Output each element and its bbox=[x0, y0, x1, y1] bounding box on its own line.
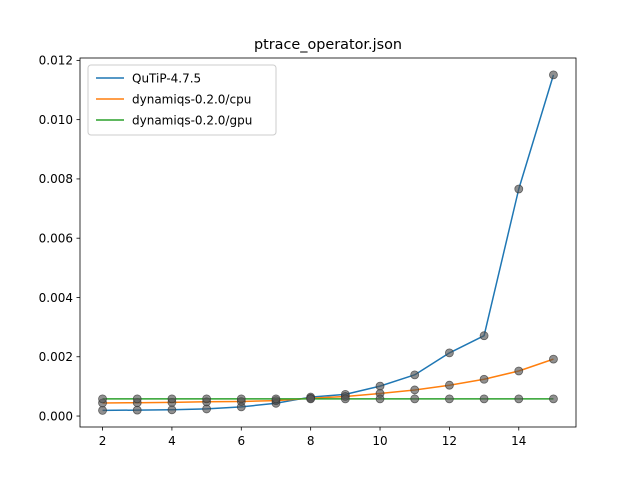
series-0-point-0 bbox=[98, 405, 107, 415]
axes-layer: 2 4 6 8 10 12 14 0.000 0.002 0.004 0.006 0.008 0.010… bbox=[39, 54, 577, 448]
series-line-1 bbox=[102, 358, 554, 404]
y-tick-label-0: 0.000 bbox=[39, 409, 73, 423]
series-2-point-13 bbox=[549, 394, 558, 404]
series-line-0 bbox=[102, 74, 555, 412]
series-0-point-2 bbox=[167, 405, 177, 415]
series-1-point-10 bbox=[444, 380, 454, 390]
series-2-point-8 bbox=[375, 394, 385, 404]
series-0-point-8 bbox=[375, 381, 385, 391]
series-1-point-12 bbox=[514, 366, 524, 376]
series-2-point-0 bbox=[98, 394, 107, 404]
series-2-point-10 bbox=[444, 394, 454, 404]
x-tick-label-1: 4 bbox=[168, 434, 176, 448]
y-tick-label-3: 0.006 bbox=[39, 232, 73, 246]
series-2-point-4 bbox=[236, 394, 246, 404]
series-0-point-13 bbox=[549, 70, 558, 80]
series-0-point-9 bbox=[410, 370, 420, 380]
series-2-point-2 bbox=[167, 394, 177, 404]
y-tick-label-4: 0.008 bbox=[39, 172, 73, 186]
series-2-point-6 bbox=[306, 394, 316, 404]
series-layer bbox=[102, 74, 555, 412]
y-tick-label-1: 0.002 bbox=[39, 350, 73, 364]
legend-label-1: dynamiqs-0.2.0/cpu bbox=[132, 92, 251, 106]
x-tick-label-0: 2 bbox=[99, 434, 107, 448]
legend-label-0: QuTiP-4.7.5 bbox=[132, 71, 201, 85]
legend: QuTiP-4.7.5 dynamiqs-0.2.0/cpu dynamiqs-0.… bbox=[87, 64, 277, 136]
series-0-point-1 bbox=[132, 405, 142, 415]
legend-box bbox=[87, 64, 277, 136]
series-0-point-10 bbox=[444, 348, 454, 358]
y-tick-label-6: 0.012 bbox=[39, 54, 73, 68]
series-2-point-12 bbox=[514, 394, 524, 404]
series-1-point-9 bbox=[410, 385, 420, 395]
x-tick-label-4: 10 bbox=[372, 434, 387, 448]
series-2-point-5 bbox=[271, 394, 281, 404]
series-2-point-3 bbox=[202, 394, 212, 404]
x-tick-label-6: 14 bbox=[511, 434, 526, 448]
series-0-point-12 bbox=[514, 184, 524, 194]
x-tick-label-2: 6 bbox=[237, 434, 245, 448]
x-tick-label-3: 8 bbox=[307, 434, 315, 448]
y-tick-label-5: 0.010 bbox=[39, 113, 73, 127]
series-0-point-11 bbox=[479, 331, 489, 341]
plot-frame bbox=[79, 57, 577, 428]
series-2-point-11 bbox=[479, 394, 489, 404]
legend-label-2: dynamiqs-0.2.0/gpu bbox=[132, 113, 252, 127]
y-tick-label-2: 0.004 bbox=[39, 291, 73, 305]
series-1-point-13 bbox=[549, 354, 558, 364]
series-1-point-11 bbox=[479, 374, 489, 384]
x-tick-label-5: 12 bbox=[442, 434, 457, 448]
series-2-point-1 bbox=[132, 394, 142, 404]
series-2-point-7 bbox=[340, 394, 350, 404]
series-2-point-9 bbox=[410, 394, 420, 404]
chart-title: ptrace_operator.json bbox=[254, 37, 402, 53]
marker-layer bbox=[98, 70, 558, 415]
